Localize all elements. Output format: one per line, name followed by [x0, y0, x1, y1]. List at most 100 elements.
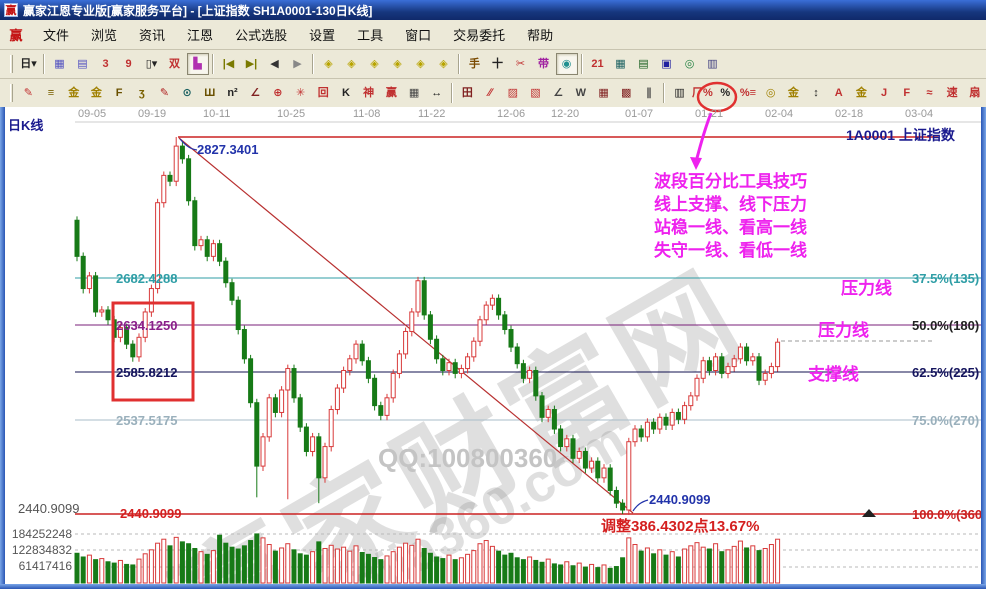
golden-section-icon[interactable]: 金 — [68, 86, 80, 99]
parallel-lines-icon[interactable]: ∥ — [646, 86, 652, 99]
diamond-expand-x-icon[interactable]: ◈ — [370, 57, 379, 70]
date-tick-12-20: 12-20 — [551, 108, 580, 120]
j-angle-icon[interactable]: J — [881, 86, 888, 99]
fan-tool-icon[interactable]: 扇 — [969, 86, 981, 99]
wave-tool-icon[interactable]: ʒ — [138, 86, 145, 99]
time-lines-icon[interactable]: Ш — [204, 86, 216, 99]
speed-resist-icon[interactable]: 速 — [946, 86, 958, 99]
box-grid-icon[interactable]: 田 — [461, 86, 473, 99]
span-measure-icon[interactable]: ↔ — [431, 86, 443, 99]
level-role-0: 压力线 — [841, 279, 892, 298]
grid-count-icon[interactable]: ▦ — [408, 86, 420, 99]
time-circle-icon[interactable]: ⊙ — [182, 86, 192, 99]
toolbar-grip — [10, 55, 13, 73]
window-pattern-icon[interactable]: ▦ — [54, 57, 65, 70]
window-border-bottom — [0, 584, 986, 589]
diamond-compress-x-icon[interactable]: ◈ — [393, 57, 402, 70]
diamond-left-icon[interactable]: ◈ — [324, 57, 333, 70]
level-pct-0: 37.5%(135) — [912, 271, 980, 286]
notes-icon[interactable]: ▤ — [638, 57, 649, 70]
title-bar[interactable]: 赢 赢家江恩专业版[赢家服务平台] - [上证指数 SH1A0001-130日K… — [0, 0, 986, 20]
percent-levels-icon[interactable]: %≡ — [739, 86, 757, 99]
fan-square-x-icon[interactable]: ▧ — [530, 86, 541, 99]
golden-section-ext-icon[interactable]: 金 — [90, 86, 102, 99]
menu-item-浏览[interactable]: 浏览 — [91, 28, 118, 43]
band-tool-icon[interactable]: 带 — [538, 57, 549, 70]
smart-analysis-icon[interactable]: ◉ — [555, 53, 578, 75]
page-back-icon[interactable]: ◀ — [270, 57, 279, 70]
angle-fan-icon[interactable]: ∠ — [553, 86, 564, 99]
fan-square-icon[interactable]: ▨ — [507, 86, 518, 99]
page-forward-icon[interactable]: ▶ — [293, 57, 302, 70]
gradient-chart-icon[interactable]: ▙ — [186, 53, 209, 75]
skip-first-icon[interactable]: |◀ — [222, 57, 235, 70]
compress-pattern-icon[interactable]: 双 — [169, 57, 180, 70]
toolbar-separator — [312, 54, 314, 74]
golden-circle-icon[interactable]: ◎ — [765, 86, 776, 99]
square-of-nine-icon[interactable]: n² — [227, 86, 238, 99]
percent-tool-icon[interactable]: % — [720, 86, 731, 99]
candle-style-dropdown-icon[interactable]: ▯▾ — [145, 57, 158, 70]
calculator-icon[interactable]: ▦ — [615, 57, 626, 70]
gann-square-icon[interactable]: 回 — [317, 86, 329, 99]
axis-low-label: 2440.9099 — [18, 501, 80, 516]
calendar-icon[interactable]: 21 — [591, 57, 604, 70]
minute-9-chart-icon[interactable]: 9 — [125, 57, 132, 70]
golden-levels-icon[interactable]: 金 — [787, 86, 799, 99]
ying-tool-icon[interactable]: 赢 — [385, 86, 397, 99]
menu-item-公式选股[interactable]: 公式选股 — [235, 28, 288, 43]
period-layout-dropdown-icon[interactable]: 日▾ — [20, 57, 37, 70]
menu-item-资讯[interactable]: 资讯 — [139, 28, 166, 43]
menu-item-设置[interactable]: 设置 — [309, 28, 336, 43]
trim-tool-icon[interactable]: ✂ — [515, 57, 526, 70]
k-mark-icon[interactable]: K — [341, 86, 350, 99]
fib-levels-icon[interactable]: F — [115, 86, 123, 99]
grid-tool-icon[interactable]: ▦ — [598, 86, 609, 99]
gann-circle-icon[interactable]: ⊕ — [273, 86, 283, 99]
skip-last-icon[interactable]: ▶| — [245, 57, 258, 70]
angle-tool-icon[interactable]: ∠ — [250, 86, 261, 99]
price-h-lines-icon[interactable]: ≡ — [47, 86, 55, 99]
f-angle-icon[interactable]: F — [903, 86, 911, 99]
date-tick-10-11: 10-11 — [203, 108, 231, 120]
grid-frame-icon[interactable]: ▩ — [621, 86, 632, 99]
app-logo-icon: 赢 — [4, 3, 18, 17]
date-tick-01-07: 01-07 — [625, 108, 654, 120]
hand-tool-icon[interactable]: 手 — [469, 57, 480, 70]
marker-pen-icon[interactable]: ✎ — [159, 86, 170, 99]
adjustment-label: 调整386.4302点13.67% — [601, 518, 760, 535]
zigzag-tool-icon[interactable]: W — [575, 86, 587, 99]
compare-chart-icon[interactable]: ▥ — [674, 86, 685, 99]
diamond-compress-y-icon[interactable]: ◈ — [416, 57, 425, 70]
save-data-icon[interactable]: ▣ — [661, 57, 672, 70]
candle-adjust-icon[interactable]: ↕ — [813, 86, 819, 99]
menu-item-交易委托[interactable]: 交易委托 — [453, 28, 506, 43]
info-panel-icon[interactable]: ▤ — [77, 57, 88, 70]
rotation-tool-icon[interactable]: ✳ — [295, 86, 306, 99]
wave-a-tool-icon[interactable]: A — [834, 86, 843, 99]
web-export-icon[interactable]: ◎ — [684, 57, 695, 70]
golden-target-icon[interactable]: 金 — [855, 86, 867, 99]
gann-fan-icon[interactable]: ∕∕ — [488, 86, 492, 99]
speed-lines-icon[interactable]: ≈ — [926, 86, 933, 99]
wave-percent-tool-icon[interactable]: 厂% — [692, 86, 713, 99]
menu-item-帮助[interactable]: 帮助 — [527, 28, 554, 43]
draw-pen-icon[interactable]: ✎ — [23, 86, 33, 99]
remote-data-icon[interactable]: ▥ — [707, 57, 718, 70]
crosshair-tool-icon[interactable]: 十 — [492, 57, 503, 70]
shen-tool-icon[interactable]: 神 — [363, 86, 375, 99]
menu-item-工具[interactable]: 工具 — [357, 28, 384, 43]
menu-item-文件[interactable]: 文件 — [43, 28, 70, 43]
date-tick-02-18: 02-18 — [835, 108, 864, 120]
date-tick-03-04: 03-04 — [905, 108, 934, 120]
menu-bar: 赢 文件 浏览 资讯 江恩 公式选股 设置 工具 窗口 交易委托 帮助 — [0, 20, 986, 50]
menu-item-窗口[interactable]: 窗口 — [405, 28, 432, 43]
peak-price-label: 2827.3401 — [197, 142, 259, 157]
diamond-expand-y-icon[interactable]: ◈ — [439, 57, 448, 70]
menu-item-江恩[interactable]: 江恩 — [187, 28, 214, 43]
minute-3-chart-icon[interactable]: 3 — [102, 57, 109, 70]
diamond-right-icon[interactable]: ◈ — [347, 57, 356, 70]
level-price-3: 2537.5175 — [116, 413, 178, 428]
